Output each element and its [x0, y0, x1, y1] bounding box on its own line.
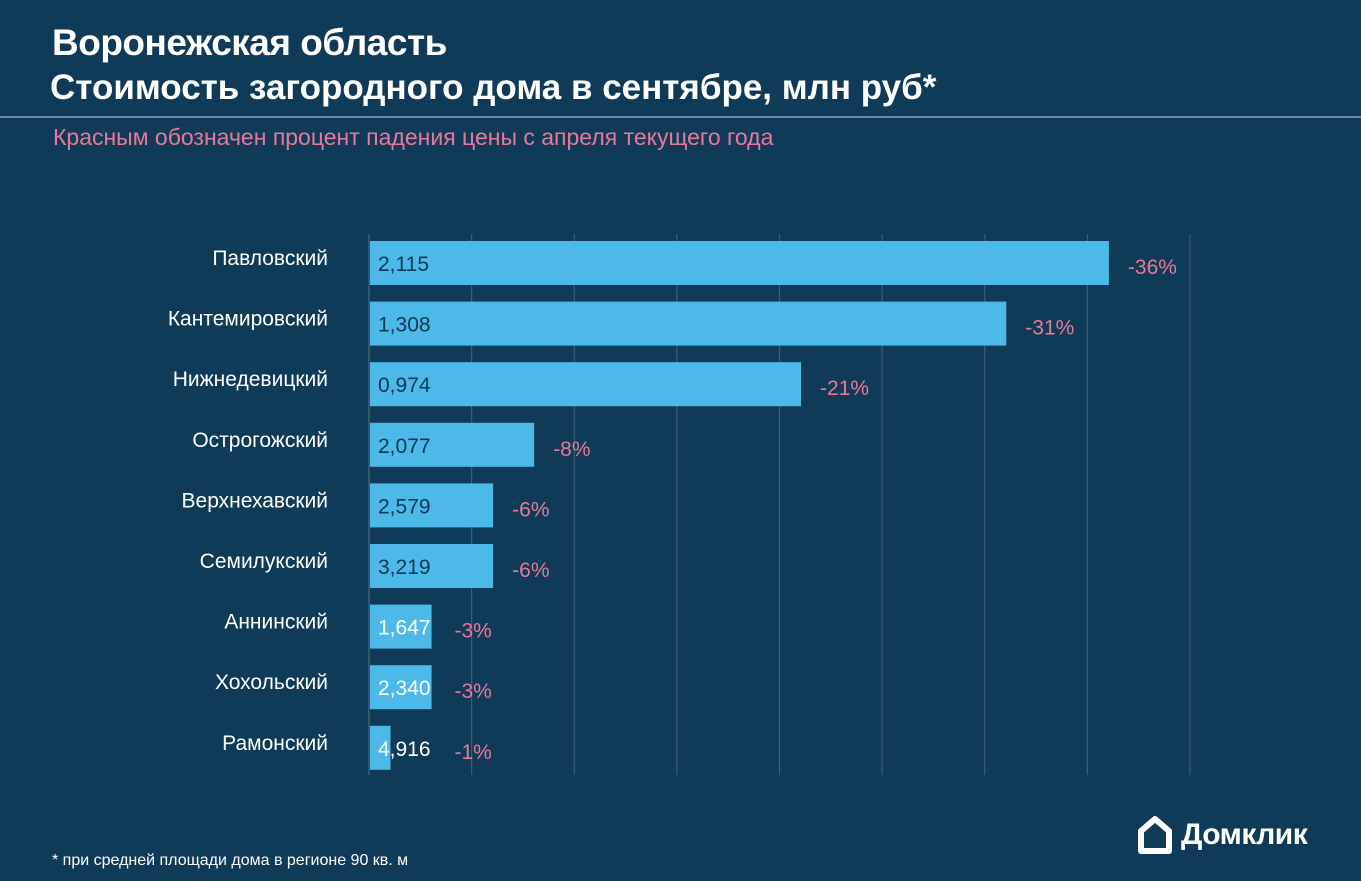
category-label: Хохольский [215, 671, 328, 694]
footnote: * при средней площади дома в регионе 90 … [52, 852, 409, 869]
bar [370, 665, 432, 710]
bar [370, 422, 535, 467]
bar [370, 362, 802, 407]
chart-subtitle: Стоимость загородного дома в сентябре, м… [50, 68, 937, 107]
bar [370, 483, 494, 528]
bars-group: Павловский 2,115 -36% Кантемировский 1,308 -3… [168, 241, 1177, 770]
bar-value-label: 0,974 [378, 374, 431, 397]
domclick-logo: Домклик [1137, 815, 1308, 855]
logo-text: Домклик [1181, 818, 1308, 851]
percent-label: -3% [455, 680, 492, 703]
bar-value-label: 1,308 [378, 314, 431, 337]
bar-value-label: 4,916 [378, 738, 431, 761]
category-label: Нижнедевицкий [173, 368, 328, 391]
category-label: Кантемировский [168, 308, 328, 331]
category-label: Семилукский [200, 550, 328, 573]
chart-note: Красным обозначен процент падения цены с… [53, 124, 774, 150]
house-icon [1138, 816, 1172, 854]
bar [370, 725, 391, 770]
percent-label: -36% [1128, 256, 1177, 279]
bar [370, 604, 432, 649]
bar-value-label: 2,077 [378, 435, 431, 458]
percent-label: -31% [1025, 317, 1074, 340]
category-label: Павловский [212, 247, 328, 270]
chart-title: Воронежская область [52, 22, 447, 63]
percent-label: -6% [512, 498, 549, 521]
bar [370, 544, 494, 588]
percent-label: -21% [820, 377, 869, 400]
percent-label: -3% [455, 620, 492, 643]
header-divider [0, 116, 1361, 118]
category-label: Острогожский [192, 429, 328, 452]
bar-value-label: 2,579 [378, 495, 431, 518]
percent-label: -1% [455, 741, 492, 764]
bar-value-label: 3,219 [378, 556, 431, 579]
category-label: Верхнехавский [182, 489, 328, 512]
bar-value-label: 1,647 [378, 617, 431, 640]
category-label: Рамонский [222, 732, 328, 755]
percent-label: -6% [512, 559, 549, 582]
percent-label: -8% [553, 438, 590, 461]
bar-value-label: 2,340 [378, 677, 431, 700]
bar [370, 241, 1109, 285]
category-label: Аннинский [224, 611, 328, 634]
bar-value-label: 2,115 [378, 253, 429, 276]
bar [370, 301, 1007, 346]
